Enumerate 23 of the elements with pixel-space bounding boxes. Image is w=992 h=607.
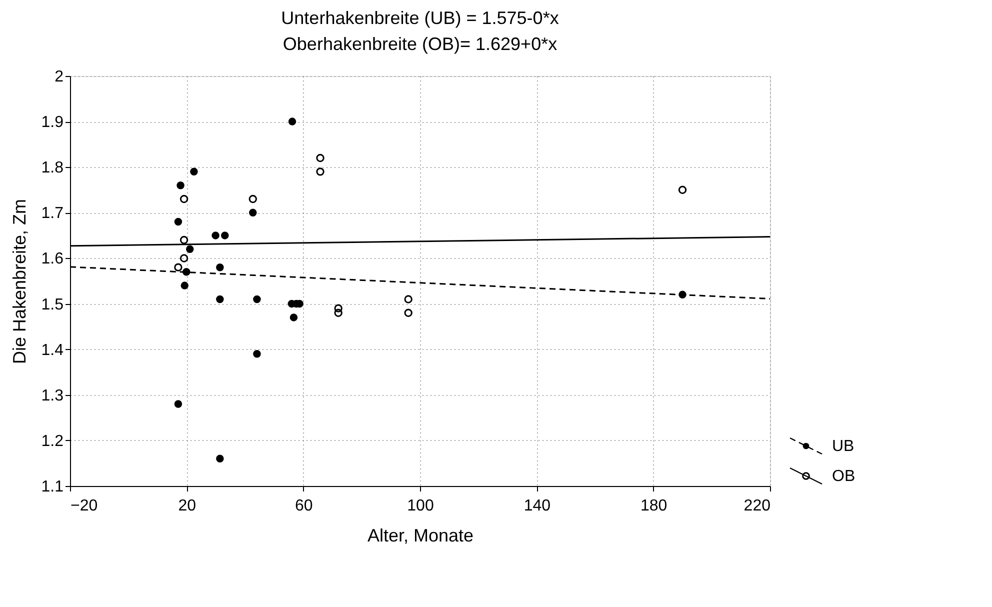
legend-label: UB — [832, 438, 854, 455]
y-tick-label: 1.9 — [41, 114, 64, 132]
x-tick-label: −20 — [70, 498, 98, 514]
y-tick-label: 1.2 — [41, 432, 64, 450]
y-tick-label: 1.3 — [41, 387, 64, 404]
y-tick-label: 2 — [54, 68, 64, 86]
x-tick-label: 140 — [524, 498, 551, 514]
x-axis-title: Alter, Monate — [367, 526, 474, 546]
chart-title: Unterhakenbreite (UB) = 1.575-0*x — [281, 8, 559, 28]
legend-label: OB — [832, 468, 856, 485]
x-tick-label: 220 — [744, 498, 771, 514]
y-axis-title: Die Hakenbreite, Zm — [9, 198, 30, 364]
x-tick-label: 180 — [640, 498, 668, 514]
y-tick-label: 1.5 — [41, 296, 64, 314]
x-tick-label: 100 — [407, 498, 434, 514]
y-tick-label: 1.7 — [41, 205, 64, 222]
y-tick-label: 1.6 — [41, 250, 64, 268]
y-tick-label: 1.4 — [41, 342, 64, 359]
y-tick-label: 1.1 — [41, 478, 64, 496]
y-tick-label: 1.8 — [41, 160, 64, 177]
x-tick-label: 20 — [178, 498, 196, 514]
x-tick-label: 60 — [294, 498, 313, 514]
chart-subtitle: Oberhakenbreite (OB)= 1.629+0*x — [282, 34, 558, 54]
